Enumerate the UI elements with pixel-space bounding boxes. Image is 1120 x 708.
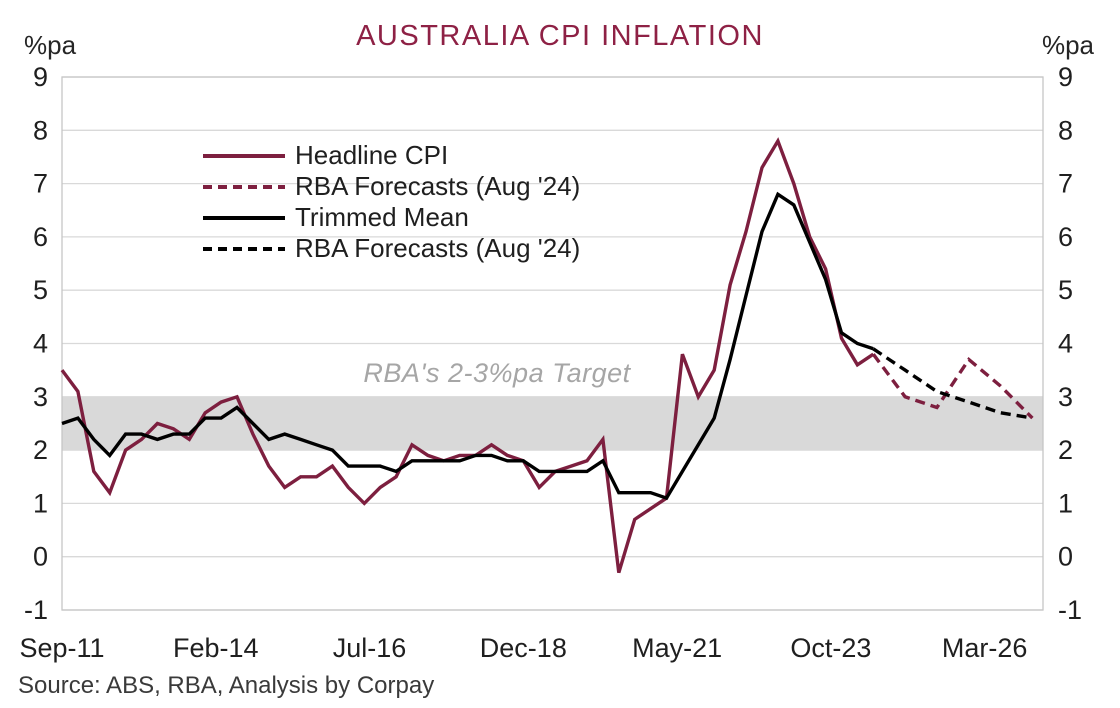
y-tick-left-5: 5: [33, 275, 48, 305]
y-axis-unit-left: %pa: [24, 30, 77, 60]
y-tick-left--1: -1: [24, 595, 48, 625]
legend-item: Headline CPI: [203, 140, 580, 171]
x-tick-Dec-18: Dec-18: [480, 633, 567, 663]
y-tick-right-2: 2: [1058, 435, 1073, 465]
legend-label: RBA Forecasts (Aug '24): [295, 233, 581, 263]
x-tick-Sep-11: Sep-11: [19, 633, 104, 663]
x-tick-Mar-26: Mar-26: [942, 633, 1028, 663]
trimmed-mean-line-swatch: [203, 215, 285, 220]
target-band: [62, 396, 1043, 451]
chart-title: AUSTRALIA CPI INFLATION: [356, 20, 764, 52]
legend-label: RBA Forecasts (Aug '24): [295, 171, 581, 201]
y-tick-right--1: -1: [1058, 595, 1082, 625]
y-tick-right-9: 9: [1058, 62, 1073, 92]
y-tick-left-4: 4: [33, 329, 48, 359]
chart-legend: Headline CPI RBA Forecasts (Aug '24) Tri…: [203, 140, 580, 264]
y-tick-right-5: 5: [1058, 275, 1073, 305]
source-note: Source: ABS, RBA, Analysis by Corpay: [18, 672, 435, 699]
x-tick-Feb-14: Feb-14: [173, 633, 259, 663]
target-band-label: RBA's 2-3%pa Target: [363, 358, 631, 388]
x-tick-Jul-16: Jul-16: [333, 633, 407, 663]
y-tick-left-2: 2: [33, 435, 48, 465]
y-tick-right-4: 4: [1058, 329, 1073, 359]
x-tick-Oct-23: Oct-23: [790, 633, 871, 663]
x-tick-May-21: May-21: [632, 633, 722, 663]
headline-cpi-line-swatch: [203, 153, 285, 158]
legend-label: Trimmed Mean: [295, 202, 469, 232]
y-tick-right-3: 3: [1058, 382, 1073, 412]
y-tick-left-8: 8: [33, 115, 48, 145]
y-axis-unit-right: %pa: [1041, 30, 1094, 60]
legend-item: Trimmed Mean: [203, 202, 580, 233]
y-tick-left-3: 3: [33, 382, 48, 412]
y-tick-right-0: 0: [1058, 542, 1073, 572]
legend-item: RBA Forecasts (Aug '24): [203, 233, 580, 264]
series-1-rba-forecasts-aug-24: [871, 353, 1034, 420]
y-tick-right-8: 8: [1058, 115, 1073, 145]
y-tick-left-9: 9: [33, 62, 48, 92]
y-tick-left-6: 6: [33, 222, 48, 252]
y-tick-right-7: 7: [1058, 169, 1073, 199]
plot-border: [61, 76, 1044, 611]
y-tick-right-1: 1: [1058, 488, 1073, 518]
y-tick-left-1: 1: [33, 488, 48, 518]
legend-label: Headline CPI: [295, 140, 449, 170]
series-3-rba-forecasts-aug-24: [872, 347, 1033, 420]
y-tick-left-7: 7: [33, 169, 48, 199]
y-tick-left-0: 0: [33, 542, 48, 572]
series-2-trimmed-mean: [61, 191, 874, 501]
headline-forecast-dashed-swatch: [203, 184, 285, 189]
y-tick-right-6: 6: [1058, 222, 1073, 252]
legend-item: RBA Forecasts (Aug '24): [203, 171, 580, 202]
trimmed-forecast-dashed-swatch: [203, 246, 285, 251]
